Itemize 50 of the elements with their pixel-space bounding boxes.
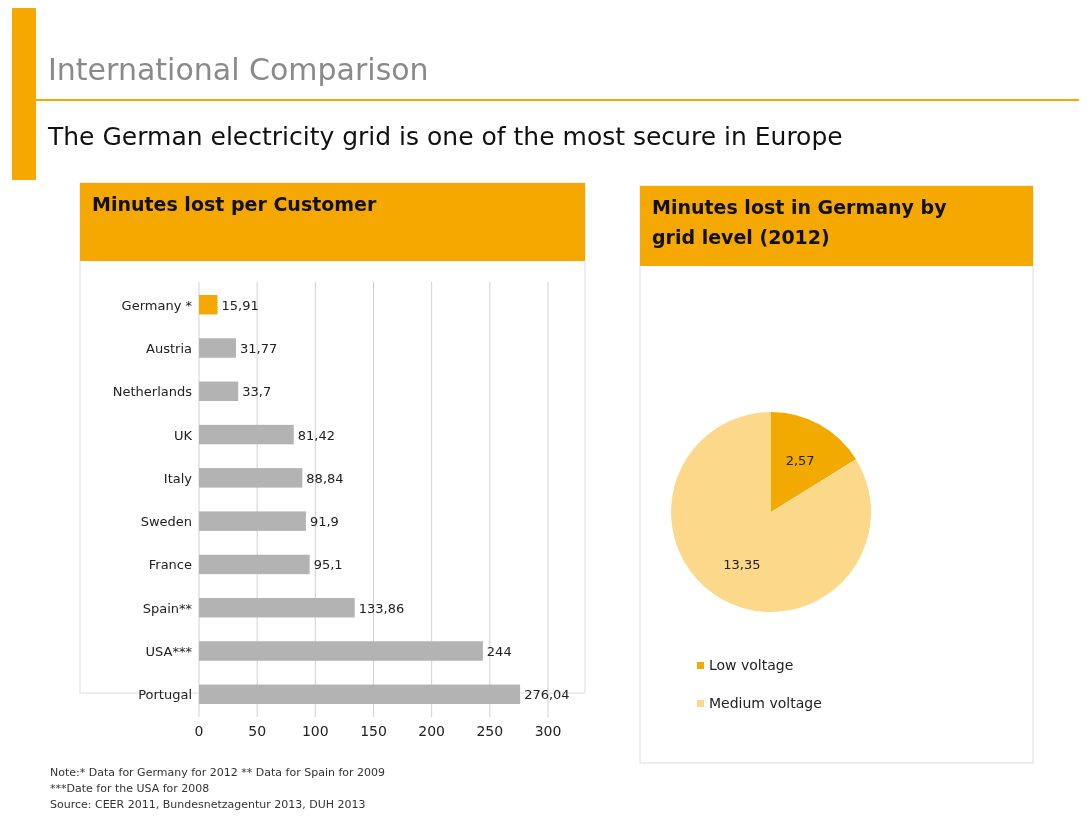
y-tick-label: Austria [146,341,192,357]
bar [199,294,218,315]
y-tick-label: USA*** [145,643,193,659]
chart-title: Minutes lost in Germany by grid level (2012) [652,196,948,248]
data-label: 91,9 [309,514,339,530]
data-label: 81,42 [297,427,335,443]
data-label: 276,04 [524,687,570,703]
bar [199,554,310,575]
data-label: 2,57 [785,452,815,468]
text: ***Date for the USA for 2008 [50,782,210,795]
x-tick-label: 250 [476,723,504,739]
source-note: Source: CEER 2011, Bundesnetzagentur 2013, DUH 2013 [50,798,366,811]
x-tick-label: 300 [534,723,562,739]
bar [199,641,483,661]
data-label: 15,91 [221,297,259,313]
y-tick-label: Sweden [140,514,192,530]
bar [199,468,303,488]
y-tick-label: Portugal [138,687,192,703]
data-label: 31,77 [239,341,278,357]
y-tick-label: Italy [163,470,193,486]
text: International Comparison [48,52,429,87]
x-tick-label: 50 [248,723,267,739]
legend-label: Low voltage [709,657,794,673]
legend-label: Medium voltage [709,695,822,711]
bar [199,381,239,402]
x-tick-label: 200 [418,723,446,739]
data-label: 133,86 [358,600,405,616]
data-label: 244 [486,643,512,659]
data-label: 95,1 [313,557,343,573]
x-tick-label: 0 [194,723,204,739]
data-label: 88,84 [306,470,344,486]
pie-slice [771,412,856,512]
chart-title: Minutes lost per Customer [92,193,378,215]
data-label: 33,7 [242,384,272,400]
pie-slice [671,412,871,612]
bar [199,597,355,618]
bar [199,338,236,358]
y-tick-label: Spain** [142,600,193,616]
bar [199,424,294,445]
text: Note:* Data for Germany for 2012 ** Data for Spain for 2009 [50,766,386,779]
y-tick-label: Netherlands [112,384,193,400]
y-tick-label: France [148,557,192,573]
x-tick-label: 100 [301,723,329,739]
y-tick-label: UK [173,427,193,443]
bar [199,684,521,705]
bar [199,511,306,531]
y-tick-label: Germany * [121,297,193,313]
data-label: 13,35 [723,557,761,573]
text: The German electricity grid is one of the most secure in Europe [47,122,843,151]
x-tick-label: 150 [360,723,387,739]
